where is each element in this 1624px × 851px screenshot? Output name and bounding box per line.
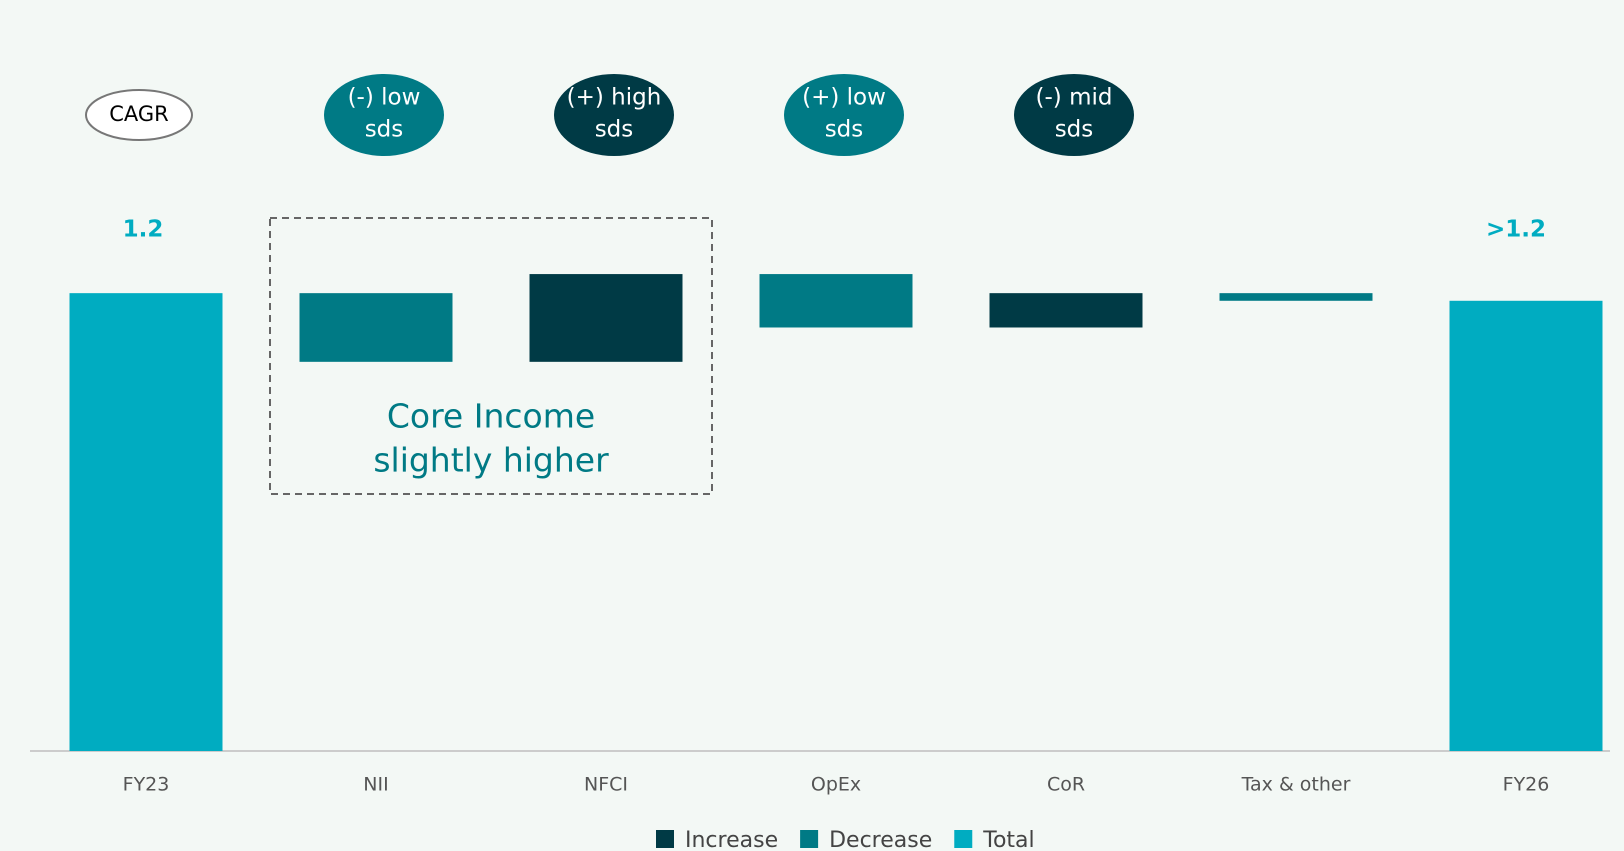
bar [759, 274, 913, 328]
growth-label: sds [595, 117, 634, 143]
annotation-line: slightly higher [373, 441, 609, 480]
legend-swatch [800, 830, 819, 848]
bar [69, 293, 223, 751]
growth-label: (+) high [567, 85, 662, 111]
x-tick-label: FY23 [123, 774, 170, 796]
growth-label: sds [1055, 117, 1094, 143]
cagr-bubble [85, 89, 193, 141]
cagr-header: CAGR [109, 102, 169, 126]
annotation-line: Core Income [387, 397, 595, 436]
legend-label: Total [982, 828, 1034, 851]
legend-swatch [656, 830, 674, 848]
x-tick-label: OpEx [811, 774, 861, 796]
legend-swatch [954, 830, 973, 848]
value-label: >1.2 [1486, 217, 1546, 243]
x-tick-label: Tax & other [1241, 774, 1351, 796]
growth-bubble [554, 74, 674, 156]
growth-bubble [1014, 74, 1134, 156]
x-tick-label: NII [363, 774, 388, 796]
bar [989, 293, 1143, 328]
growth-label: (-) low [348, 85, 421, 111]
legend-label: Decrease [829, 828, 932, 851]
bar [529, 274, 683, 362]
legend-label: Increase [685, 828, 778, 851]
bar [1219, 293, 1373, 301]
annotation-box [269, 217, 713, 495]
growth-label: (+) low [802, 85, 886, 111]
bar [1449, 300, 1603, 751]
value-label: 1.2 [123, 217, 164, 243]
growth-label: (-) mid [1036, 85, 1113, 111]
x-tick-label: FY26 [1503, 774, 1550, 796]
x-tick-label: CoR [1047, 774, 1085, 796]
bar [299, 293, 453, 362]
growth-bubble [324, 74, 444, 156]
growth-label: sds [365, 117, 404, 143]
growth-label: sds [825, 117, 864, 143]
x-tick-label: NFCI [584, 774, 628, 796]
growth-bubble [784, 74, 904, 156]
